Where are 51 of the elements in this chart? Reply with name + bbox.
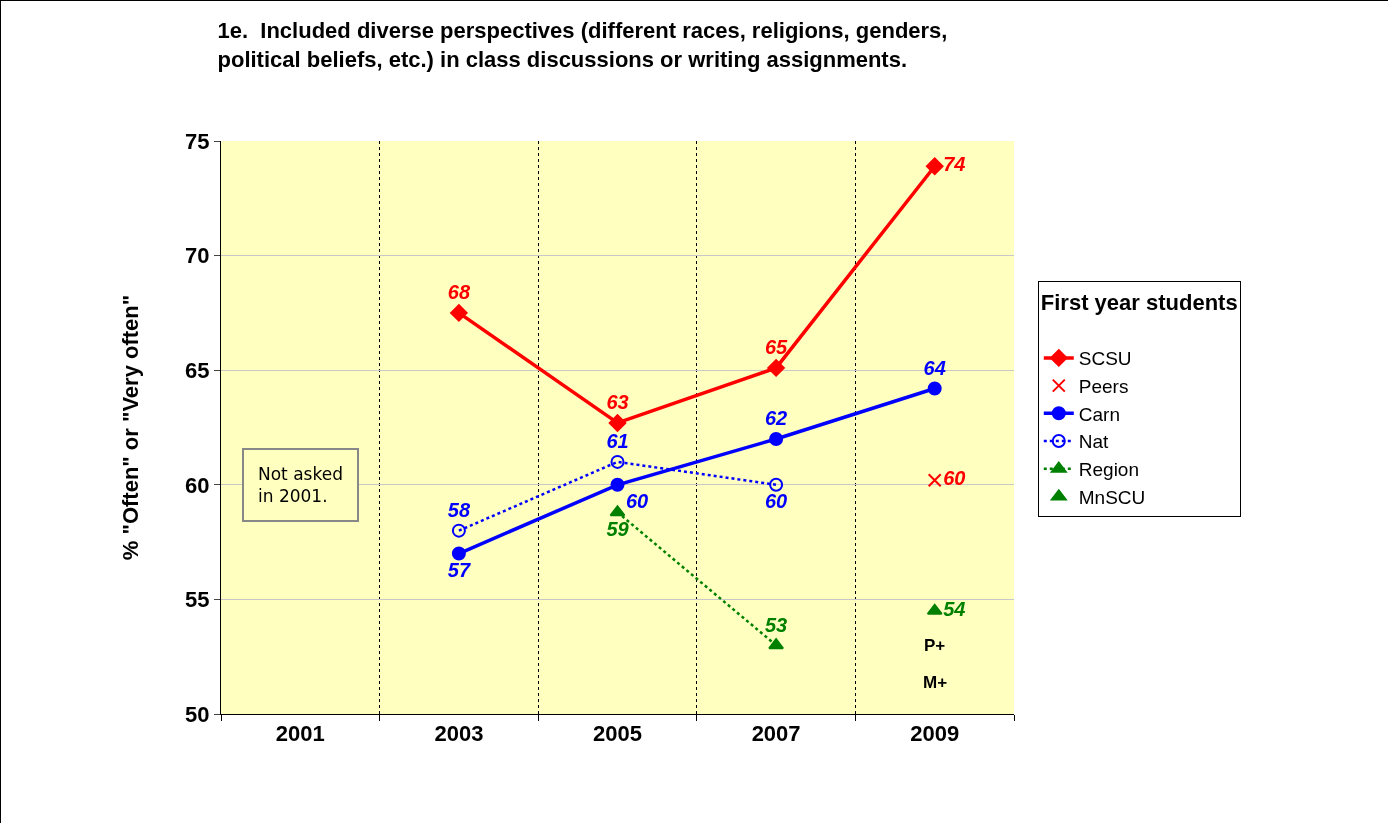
data-label: 63 (606, 391, 629, 414)
legend-label: Nat (1078, 431, 1110, 453)
data-label: 60 (943, 467, 966, 490)
point (451, 546, 466, 561)
y-tick-label: 50 (185, 701, 210, 727)
legend-label: Region (1078, 459, 1140, 481)
point (769, 431, 784, 446)
x-tick-label: 2005 (593, 721, 642, 747)
data-label: 68 (447, 281, 471, 304)
annotation: M+ (923, 673, 948, 692)
annotation: Not asked in 2001. (258, 464, 343, 507)
legend-label: Carn (1078, 403, 1120, 425)
data-label: 64 (923, 357, 946, 380)
data-label: 54 (943, 597, 966, 620)
chart-title: 1e. Included diverse perspectives (different races, religions, genders, political beliefs, etc.) in class discussions or writing assignments. (217, 18, 948, 72)
point (767, 359, 785, 377)
y-tick-label: 75 (185, 128, 210, 154)
y-tick-label: 60 (185, 472, 210, 498)
point (451, 523, 466, 538)
y-tick-label: 55 (185, 587, 210, 613)
point (610, 477, 625, 492)
x-tick-label: 2007 (751, 721, 801, 747)
data-label: 65 (764, 336, 789, 359)
data-label: 58 (447, 499, 471, 522)
x-tick-label: 2009 (910, 721, 960, 747)
y-tick-label: 65 (185, 357, 210, 383)
legend-label: MnSCU (1078, 486, 1146, 508)
y-tick-label: 70 (185, 243, 210, 269)
point (610, 454, 625, 469)
data-label: 60 (764, 490, 788, 513)
point (769, 477, 784, 492)
point (927, 381, 942, 396)
legend-label: Peers (1078, 376, 1129, 398)
legend-label: SCSU (1078, 348, 1132, 370)
point (926, 603, 943, 615)
point (925, 157, 944, 176)
data-label: 62 (764, 407, 788, 430)
data-label: 57 (447, 559, 471, 582)
y-axis-title: % "Often" or "Very often" (117, 294, 143, 561)
x-tick-label: 2001 (275, 721, 325, 747)
point (927, 473, 942, 488)
x-tick-label: 2003 (434, 721, 484, 747)
data-label: 53 (764, 613, 788, 636)
data-label: 74 (943, 153, 966, 176)
data-label: 60 (626, 490, 649, 513)
data-label: 61 (606, 430, 629, 453)
point (450, 304, 468, 322)
annotation: P+ (924, 636, 946, 655)
legend-title: First year students (1040, 290, 1238, 316)
data-label: 59 (606, 517, 630, 540)
point (608, 414, 627, 432)
